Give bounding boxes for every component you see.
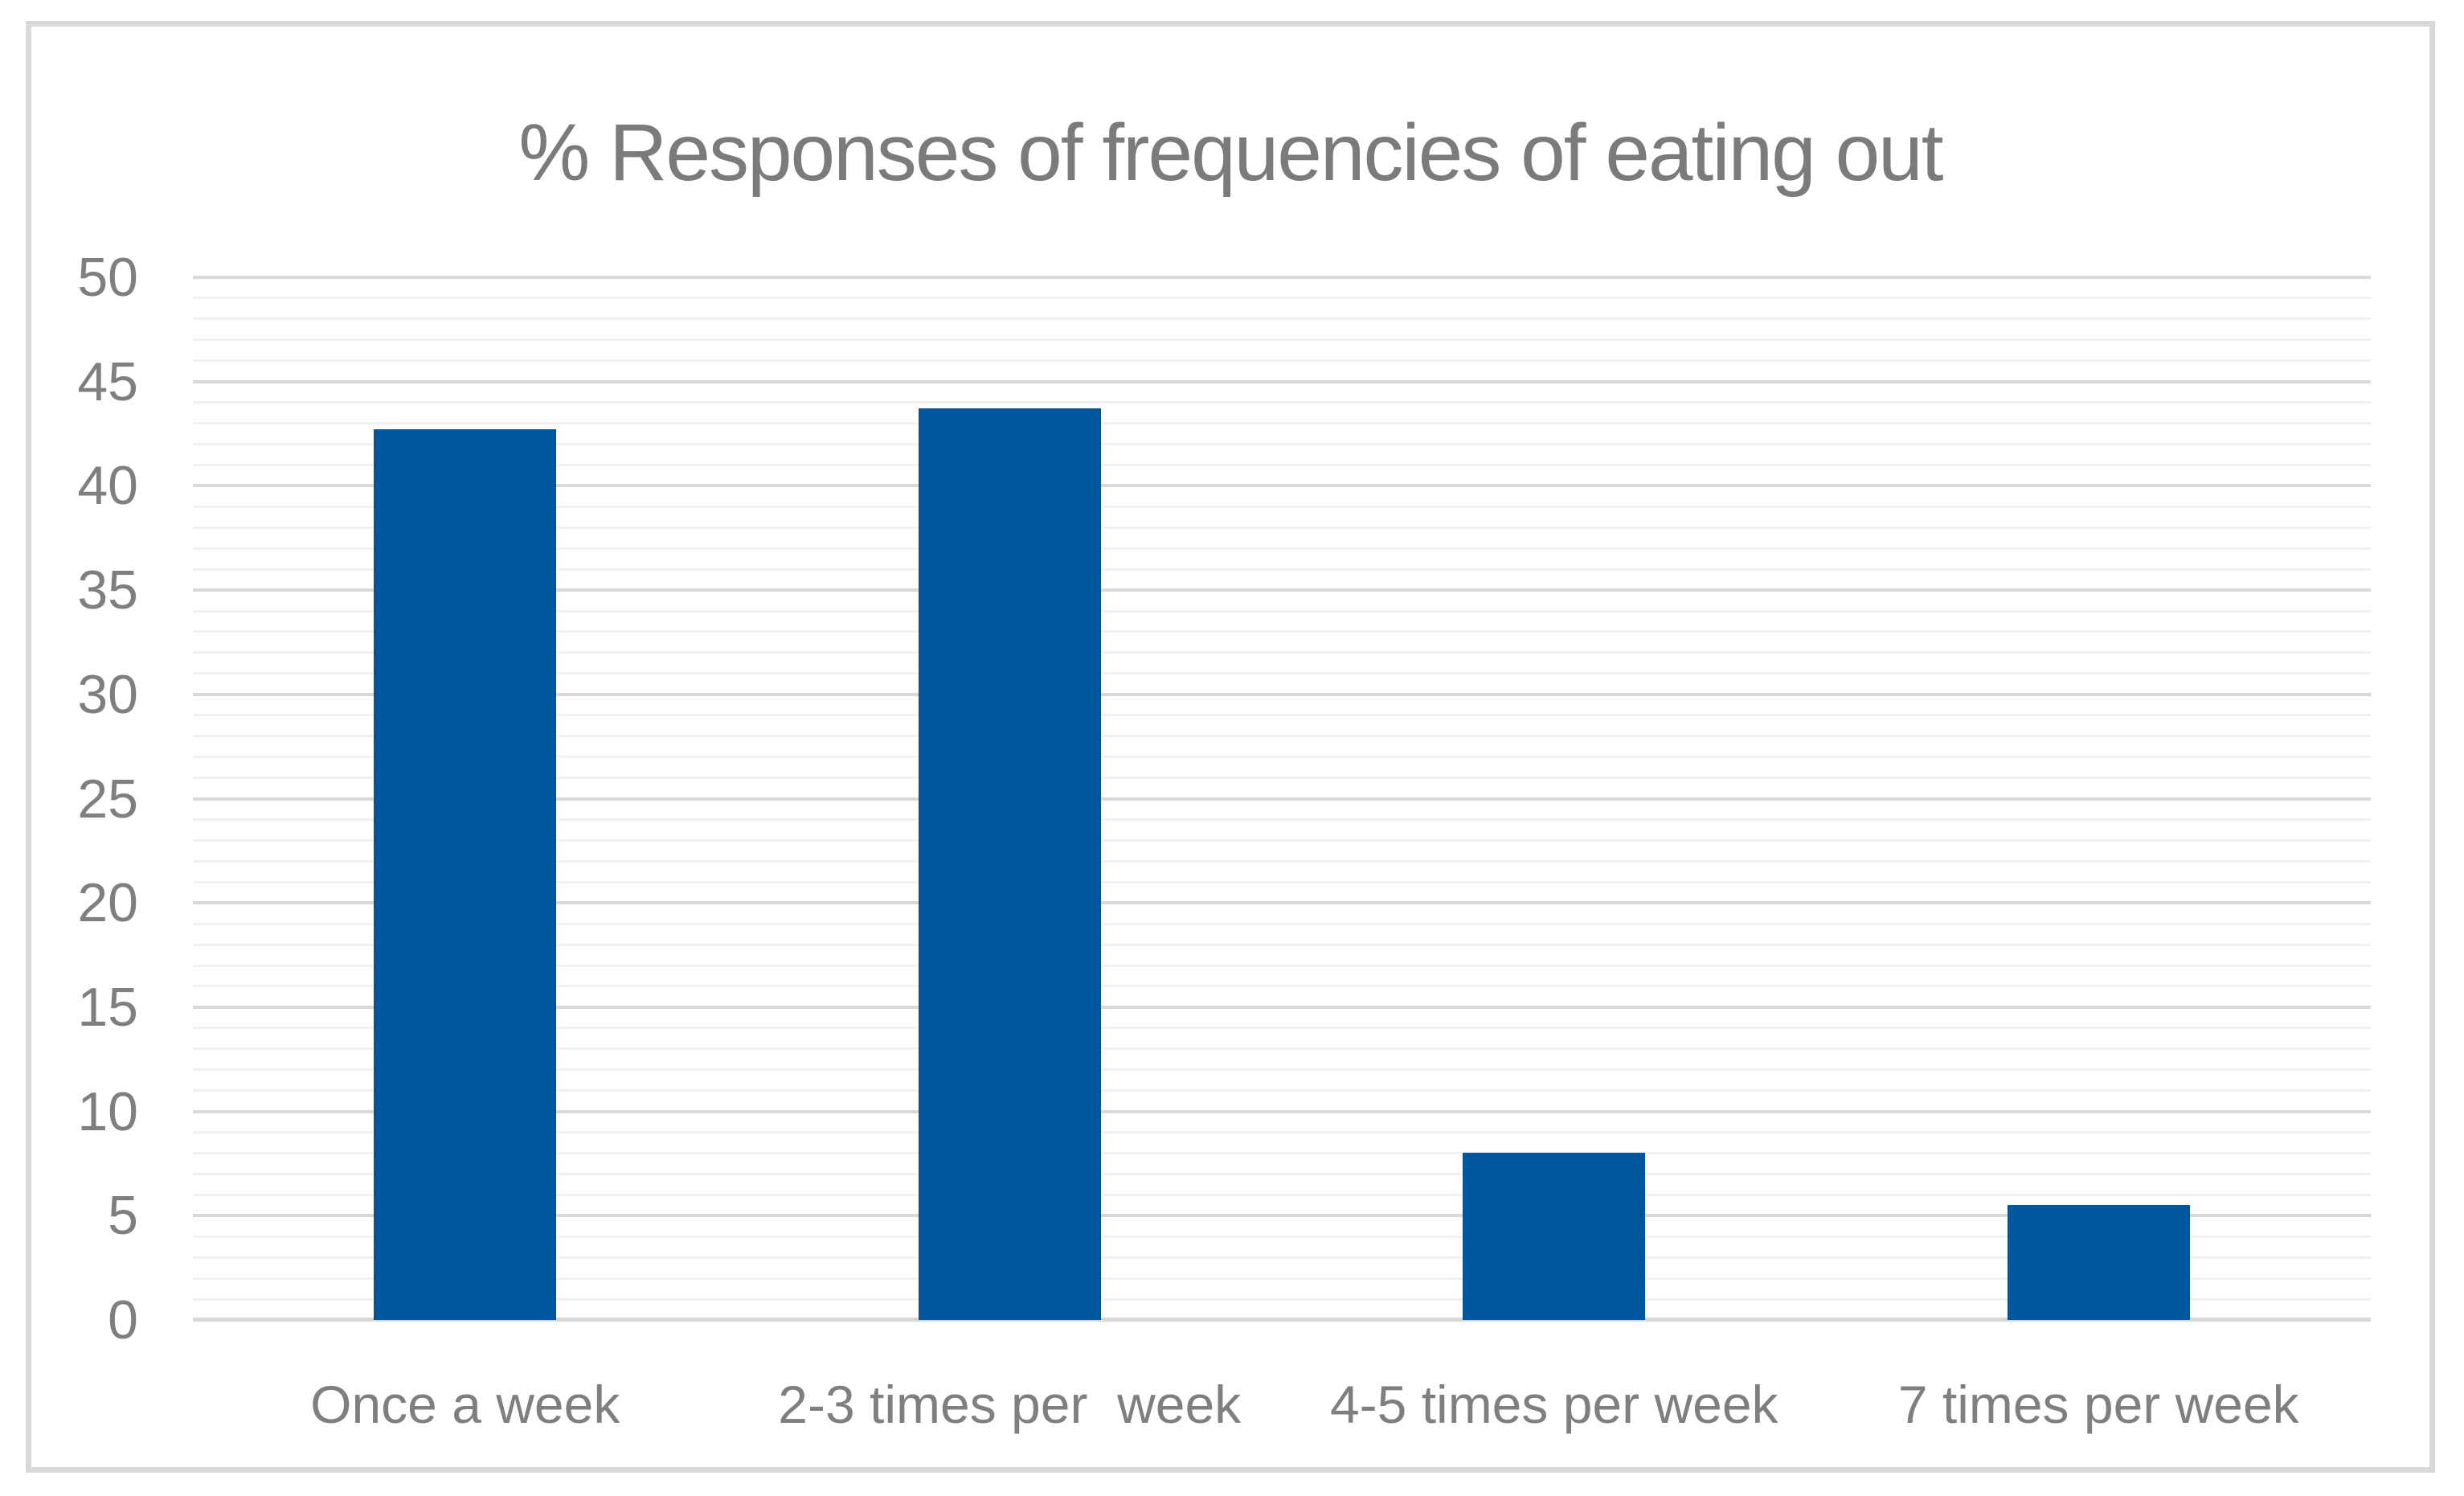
bar-7-times-per-week: [2007, 1205, 2190, 1320]
major-gridline: [193, 1109, 2371, 1113]
minor-gridline: [193, 463, 2371, 466]
x-category-label-4-5-times-per-week: 4-5 times per week: [1329, 1375, 1778, 1434]
x-category-label-7-times-per-week: 7 times per week: [1897, 1375, 2299, 1434]
minor-gridline: [193, 297, 2371, 300]
minor-gridline: [193, 1151, 2371, 1154]
chart-figure: % Responses of frequencies of eating out…: [26, 21, 2435, 1473]
chart-title: % Responses of frequencies of eating out: [518, 108, 1943, 198]
y-tick-label-50: 50: [77, 247, 138, 308]
y-tick-label-45: 45: [77, 350, 138, 412]
y-tick-label-15: 15: [77, 976, 138, 1038]
y-tick-label-5: 5: [108, 1185, 138, 1247]
y-tick-label-40: 40: [77, 455, 138, 517]
minor-gridline: [193, 338, 2371, 342]
major-gridline: [193, 797, 2371, 801]
major-gridline: [193, 1005, 2371, 1009]
plot-area: [193, 276, 2371, 1322]
x-category-label-2-3-times-per-week: 2-3 times per week: [778, 1375, 1242, 1434]
minor-gridline: [193, 359, 2371, 363]
minor-gridline: [193, 1235, 2371, 1238]
minor-gridline: [193, 401, 2371, 404]
major-gridline: [193, 588, 2371, 592]
minor-gridline: [193, 922, 2371, 925]
major-gridline: [193, 1214, 2371, 1218]
minor-gridline: [193, 526, 2371, 529]
major-gridline: [193, 484, 2371, 488]
minor-gridline: [193, 818, 2371, 821]
minor-gridline: [193, 943, 2371, 946]
minor-gridline: [193, 859, 2371, 863]
minor-gridline: [193, 1256, 2371, 1259]
y-tick-label-35: 35: [77, 559, 138, 621]
minor-gridline: [193, 1297, 2371, 1301]
minor-gridline: [193, 756, 2371, 759]
minor-gridline: [193, 777, 2371, 780]
major-gridline: [193, 379, 2371, 383]
bar-4-5-times-per-week: [1463, 1153, 1646, 1320]
minor-gridline: [193, 985, 2371, 988]
minor-gridline: [193, 547, 2371, 550]
major-gridline: [193, 276, 2371, 279]
minor-gridline: [193, 1131, 2371, 1134]
major-gridline: [193, 901, 2371, 905]
minor-gridline: [193, 318, 2371, 321]
minor-gridline: [193, 838, 2371, 842]
minor-gridline: [193, 1172, 2371, 1175]
minor-gridline: [193, 1193, 2371, 1196]
minor-gridline: [193, 1277, 2371, 1280]
minor-gridline: [193, 422, 2371, 425]
minor-gridline: [193, 1089, 2371, 1092]
minor-gridline: [193, 651, 2371, 654]
minor-gridline: [193, 505, 2371, 508]
minor-gridline: [193, 735, 2371, 738]
minor-gridline: [193, 1068, 2371, 1072]
x-category-label-once-a-week: Once a week: [310, 1375, 620, 1434]
y-tick-label-0: 0: [108, 1289, 138, 1350]
minor-gridline: [193, 609, 2371, 613]
y-tick-label-10: 10: [77, 1080, 138, 1142]
minor-gridline: [193, 964, 2371, 967]
minor-gridline: [193, 630, 2371, 633]
bar-once-a-week: [374, 429, 557, 1320]
major-gridline: [193, 692, 2371, 696]
minor-gridline: [193, 1047, 2371, 1051]
y-tick-label-25: 25: [77, 768, 138, 830]
minor-gridline: [193, 1027, 2371, 1030]
minor-gridline: [193, 880, 2371, 883]
x-axis-line: [193, 1318, 2371, 1322]
minor-gridline: [193, 672, 2371, 675]
minor-gridline: [193, 714, 2371, 717]
y-tick-label-20: 20: [77, 872, 138, 934]
minor-gridline: [193, 568, 2371, 571]
bar-2-3-times-per-week: [918, 408, 1101, 1320]
y-tick-label-30: 30: [77, 663, 138, 725]
minor-gridline: [193, 443, 2371, 446]
